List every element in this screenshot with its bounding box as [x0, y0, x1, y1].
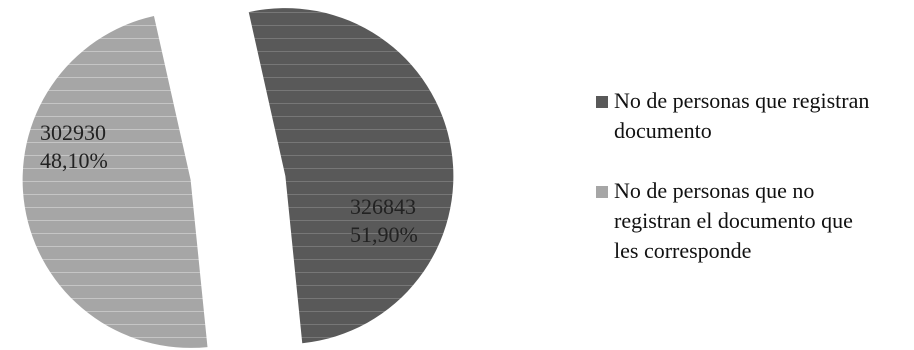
slice-percent-label-2: 48,10% [40, 148, 108, 173]
pie-slice-2 [22, 15, 208, 348]
pie-slice-1 [248, 8, 454, 344]
legend-swatch-2 [596, 186, 608, 198]
slice-value-label-1: 326843 [350, 194, 416, 219]
legend: No de personas que registran documento No … [596, 88, 869, 263]
legend-label-2: No de personas que no registran el docume… [614, 178, 853, 263]
pie-slices [22, 8, 454, 348]
slice-percent-label-1: 51,90% [350, 222, 418, 247]
slice-value-label-2: 302930 [40, 120, 106, 145]
legend-swatch-1 [596, 96, 608, 108]
pie-labels: 326843 51,90% 302930 48,10% [40, 120, 418, 247]
legend-label-1: No de personas que registran documento [614, 88, 869, 143]
